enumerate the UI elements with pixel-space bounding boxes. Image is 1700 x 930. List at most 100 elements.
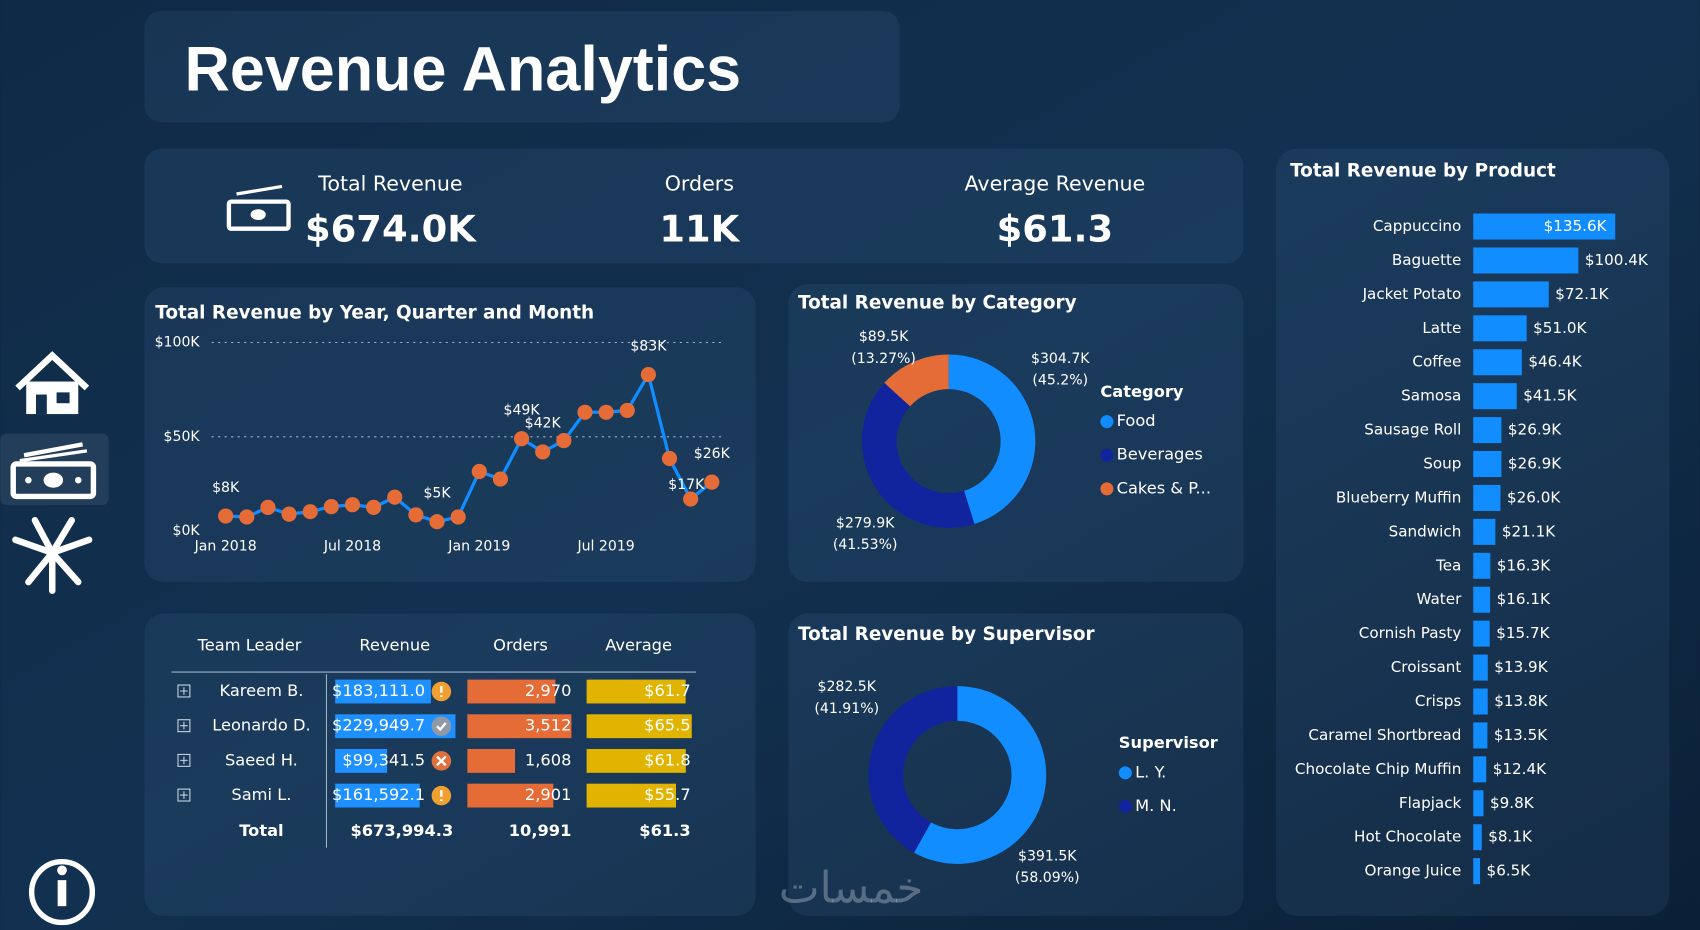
data-label: $9.8K — [1490, 794, 1535, 812]
data-label: $5K — [423, 486, 451, 502]
home-icon[interactable] — [15, 351, 90, 415]
data-label: $13.9K — [1494, 658, 1548, 676]
cell: 2,901 — [525, 785, 572, 804]
cell: 2,970 — [525, 681, 572, 700]
data-label: $100.4K — [1585, 251, 1649, 269]
chart-title: Total Revenue by Year, Quarter and Month — [155, 302, 594, 323]
bar — [1473, 484, 1501, 511]
line-panel — [144, 287, 756, 583]
point — [619, 402, 635, 419]
x-tick-label: Jan 2019 — [447, 538, 510, 554]
bar — [1473, 213, 1616, 240]
data-label: $21.1K — [1502, 522, 1556, 540]
info-icon[interactable] — [28, 859, 96, 926]
y-tick-label: Sausage Roll — [1364, 421, 1461, 439]
kpi-money-icon — [226, 184, 291, 231]
data-label: $304.7K — [1031, 351, 1090, 367]
chart-title: Total Revenue by Product — [1290, 160, 1556, 181]
data-label: $13.5K — [1494, 726, 1548, 744]
expand-icon — [180, 721, 188, 730]
data-bar — [335, 714, 456, 739]
data-bar — [335, 679, 431, 704]
y-tick-label: Sandwich — [1389, 522, 1462, 540]
cell: $161,592.1 — [332, 785, 425, 804]
cell: $183,111.0 — [332, 681, 425, 700]
data-label: $17K — [668, 477, 705, 493]
data-label: $46.4K — [1528, 353, 1582, 371]
bar — [1473, 383, 1517, 410]
y-tick-label: Tea — [1435, 556, 1461, 574]
y-tick-label: Croissant — [1391, 658, 1462, 676]
expand-icon — [177, 719, 191, 733]
legend-label: L. Y. — [1135, 762, 1166, 781]
y-tick-label: Orange Juice — [1365, 862, 1462, 880]
data-label: $49K — [504, 403, 541, 419]
bar — [1473, 722, 1488, 749]
data-label: $26.0K — [1507, 488, 1561, 506]
y-tick-label: Latte — [1422, 319, 1461, 337]
column-header: Team Leader — [197, 636, 302, 655]
point — [598, 404, 614, 420]
point — [577, 404, 593, 420]
bar — [1473, 756, 1487, 783]
team-icon[interactable] — [12, 517, 93, 594]
expand-icon — [180, 756, 188, 765]
legend-marker — [1118, 766, 1132, 780]
kpi-label: Total Revenue — [317, 171, 462, 195]
title-panel — [144, 10, 900, 123]
x-tick-label: Jan 2018 — [194, 538, 257, 554]
data-label: $83K — [630, 338, 667, 354]
data-label: (45.2%) — [1032, 372, 1088, 388]
cell: Leonardo D. — [212, 716, 310, 735]
total-cell: $673,994.3 — [350, 821, 453, 840]
point — [704, 474, 720, 490]
legend-marker — [1100, 482, 1114, 496]
point — [492, 471, 509, 487]
money-icon[interactable] — [10, 442, 97, 500]
data-label: $15.7K — [1496, 624, 1550, 642]
data-label: (13.27%) — [851, 351, 916, 367]
bar — [1473, 620, 1490, 647]
y-tick-label: Soup — [1423, 455, 1461, 473]
point — [429, 514, 445, 530]
product-panel — [1275, 148, 1670, 916]
data-label: $41.5K — [1523, 387, 1577, 405]
x-tick-label: Jul 2019 — [576, 538, 634, 554]
kpi-panel — [144, 148, 1244, 264]
data-label: $282.5K — [817, 679, 876, 695]
data-label: $16.1K — [1497, 590, 1551, 608]
bar — [1473, 552, 1491, 579]
data-label: $26.9K — [1508, 421, 1562, 439]
legend-label: Food — [1117, 411, 1156, 430]
data-bar — [335, 748, 388, 773]
donut-segment — [914, 686, 1047, 864]
point — [366, 499, 382, 515]
data-bar — [335, 783, 420, 808]
point — [450, 509, 466, 525]
point — [661, 450, 678, 467]
legend-marker — [1100, 415, 1114, 429]
donut-segment — [868, 686, 958, 853]
chart-title: Total Revenue by Category — [798, 292, 1077, 313]
cell: Saeed H. — [225, 750, 298, 769]
y-tick-label: $0K — [172, 523, 200, 539]
y-tick-label: $50K — [164, 429, 201, 445]
point — [387, 489, 403, 505]
data-bar — [467, 679, 556, 704]
point — [408, 507, 424, 523]
donut-segment — [861, 382, 975, 528]
point — [302, 504, 318, 520]
legend-label: M. N. — [1135, 796, 1177, 815]
data-label: $8K — [212, 480, 240, 496]
status-icon — [431, 716, 452, 736]
y-tick-label: Blueberry Muffin — [1336, 488, 1461, 506]
bar — [1473, 858, 1481, 885]
data-label: $13.8K — [1494, 692, 1548, 710]
donut-segment — [884, 354, 949, 407]
data-label: $26K — [694, 446, 731, 462]
data-bar — [586, 679, 686, 704]
y-tick-label: Flapjack — [1399, 794, 1462, 812]
cell: $229,949.7 — [332, 716, 425, 735]
